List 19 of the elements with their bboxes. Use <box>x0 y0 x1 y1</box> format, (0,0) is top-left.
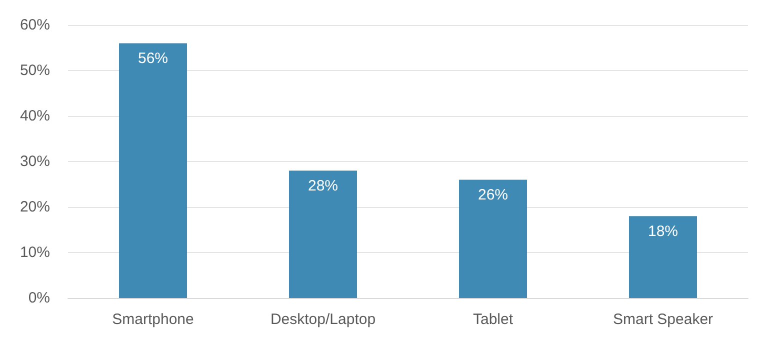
x-tick-label: Tablet <box>472 311 514 328</box>
bar <box>459 180 527 298</box>
bar <box>289 170 357 298</box>
data-label: 18% <box>648 223 678 240</box>
x-tick-label: Smart Speaker <box>612 311 714 328</box>
data-label: 56% <box>138 50 168 68</box>
y-tick-label: 60% <box>20 16 50 34</box>
data-label: 26% <box>478 186 508 204</box>
x-tick-label: Desktop/Laptop <box>270 311 376 328</box>
y-tick-label: 30% <box>20 153 50 170</box>
data-label: 28% <box>308 178 338 195</box>
y-tick-label: 40% <box>20 108 50 124</box>
y-tick-label: 10% <box>20 244 50 261</box>
y-tick-label: 0% <box>28 290 50 306</box>
y-tick-label: 20% <box>20 198 50 216</box>
y-tick-label: 50% <box>20 62 50 79</box>
bar <box>629 216 697 298</box>
bar <box>119 43 187 298</box>
x-tick-label: Smartphone <box>112 311 194 328</box>
